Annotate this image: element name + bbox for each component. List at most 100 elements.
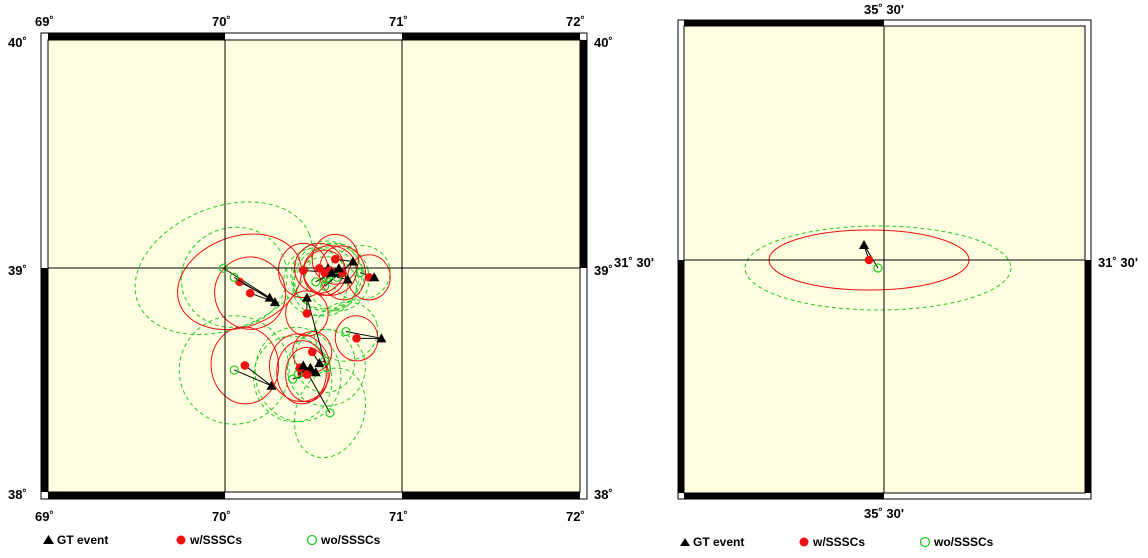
left-event-13-location-without-sssc [355,268,365,278]
left-event-11-gt-event [348,256,359,266]
left-event-symbols [218,254,387,418]
legend-with-label: w/SSSCs [189,533,242,547]
left-event-12-location-without-sssc [332,272,342,282]
left-event-4-ellipse-without-sssc [293,328,356,394]
legend-without-label: wo/SSSCs [933,535,994,549]
left-event-2-ellipse-without-sssc [178,315,290,425]
left-event-2-location-with-sssc [240,361,250,370]
left-event-5-location-without-sssc [288,374,298,384]
left-event-0-location-without-sssc [218,263,229,273]
left-event-3-vector-to-without [306,297,327,368]
left-event-3-location-without-sssc [321,363,332,373]
left-event-15-location-with-sssc [320,268,329,278]
left-map: 69˚ 70˚ 71˚ 72˚ 69˚ 70˚ 71˚ 72˚ 40˚ 39˚ … [8,14,613,524]
left-event-1-gt-event [269,297,280,307]
left-event-13-gt-event [369,272,380,282]
left-event-8-location-with-sssc [352,334,361,343]
left-event-15-gt-event [326,267,337,277]
left-event-8-ellipse-with-sssc [334,315,379,362]
legend-right: GT event w/SSSCs wo/SSSCs [680,535,994,549]
top-lon-tick-70: 70˚ [212,14,231,29]
left-event-1-ellipse-with-sssc [214,256,287,330]
left-event-4-gt-event [314,358,325,368]
left-event-8-vector-to-without [345,331,382,339]
top-lon-tick-71: 71˚ [389,14,408,29]
left-gridlines [48,40,580,492]
left-event-3-ellipse-with-sssc [285,290,329,337]
left-event-2-vector-to-without [234,369,272,387]
legend-with-label: w/SSSCs [812,535,865,549]
with-sssc-dot-icon [799,537,809,547]
left-event-1-location-without-sssc [229,272,239,282]
left-event-3-ellipse-without-sssc [286,328,366,407]
left-event-12-gt-event [342,274,353,284]
left-event-8-location-without-sssc [341,326,351,337]
with-sssc-dot-icon [176,535,186,545]
left-event-6-ellipse-without-sssc [254,326,342,423]
left-event-8-gt-event [376,333,387,343]
right-top-lon-tick: 35˚ 30' [864,2,904,17]
gt-event-triangle-icon [680,538,690,546]
bottom-lon-tick-70: 70˚ [212,509,231,524]
right-event-ellipse-without-sssc [744,225,1012,311]
gt-event-triangle-icon [43,535,54,544]
bottom-lon-tick-72: 72˚ [566,509,585,524]
left-event-14-gt-event [333,263,344,273]
left-event-7-location-without-sssc [325,408,335,418]
left-event-7-gt-event [298,360,309,370]
left-event-15-location-without-sssc [311,277,321,287]
legend-without-label: wo/SSSCs [320,533,381,547]
left-event-1-location-with-sssc [245,288,255,298]
without-sssc-circle-icon [919,536,931,548]
left-event-3-location-with-sssc [302,309,312,318]
right-left-lat-tick: 31˚ 30' [614,255,654,270]
left-event-9-location-with-sssc [299,266,308,275]
right-event-symbols [859,240,883,273]
left-event-1-ellipse-without-sssc [180,226,288,328]
left-event-7-ellipse-with-sssc [285,346,329,403]
left-event-2-gt-event [266,380,277,390]
left-map-frame [40,32,588,500]
right-lat-tick-40: 40˚ [594,35,613,50]
right-event-location-without-sssc [873,263,883,273]
left-lat-tick-40: 40˚ [8,35,27,50]
left-event-2-ellipse-with-sssc [210,326,280,405]
top-lon-tick-69: 69˚ [35,14,54,29]
left-event-3-gt-event [301,292,312,302]
left-event-6-gt-event [305,362,316,372]
left-event-0-ellipse-without-sssc [134,201,313,336]
right-map: 35˚ 30' 35˚ 30' 31˚ 30' 31˚ 30' [614,2,1138,521]
right-bottom-lon-tick: 35˚ 30' [864,506,904,521]
legend-gt-label: GT event [57,533,108,547]
left-event-2-vector-to-with [244,365,272,387]
bottom-lon-tick-69: 69˚ [35,509,54,524]
legend-gt-label: GT event [693,535,744,549]
right-lat-tick-39: 39˚ [594,263,613,278]
left-lat-tick-38: 38˚ [8,487,27,502]
left-event-11-location-without-sssc [320,281,330,291]
top-lon-tick-72: 72˚ [566,14,585,29]
right-lat-tick-38: 38˚ [594,487,613,502]
left-event-2-location-without-sssc [229,365,239,375]
left-event-11-ellipse-with-sssc [311,233,359,285]
left-event-0-ellipse-with-sssc [177,233,302,331]
bottom-lon-tick-71: 71˚ [389,509,408,524]
left-event-1-vector-to-without [233,276,276,303]
without-sssc-circle-icon [306,534,318,546]
right-map-frame [677,19,1092,500]
left-event-11-location-with-sssc [330,254,340,264]
left-event-0-vector-to-without [223,267,270,299]
left-map-area [48,40,580,492]
left-event-5-gt-event [310,367,321,377]
left-event-8-ellipse-without-sssc [313,301,379,362]
left-event-7-location-with-sssc [302,370,312,379]
left-event-1-vector-to-with [249,292,276,303]
left-event-4-location-with-sssc [307,347,317,357]
legend-left: GT event w/SSSCs wo/SSSCs [43,533,381,547]
right-gridlines [684,26,1085,493]
right-event-location-with-sssc [864,255,874,265]
right-event-gt-event [859,240,869,249]
right-right-lat-tick: 31˚ 30' [1098,255,1138,270]
left-lat-tick-39: 39˚ [8,263,27,278]
